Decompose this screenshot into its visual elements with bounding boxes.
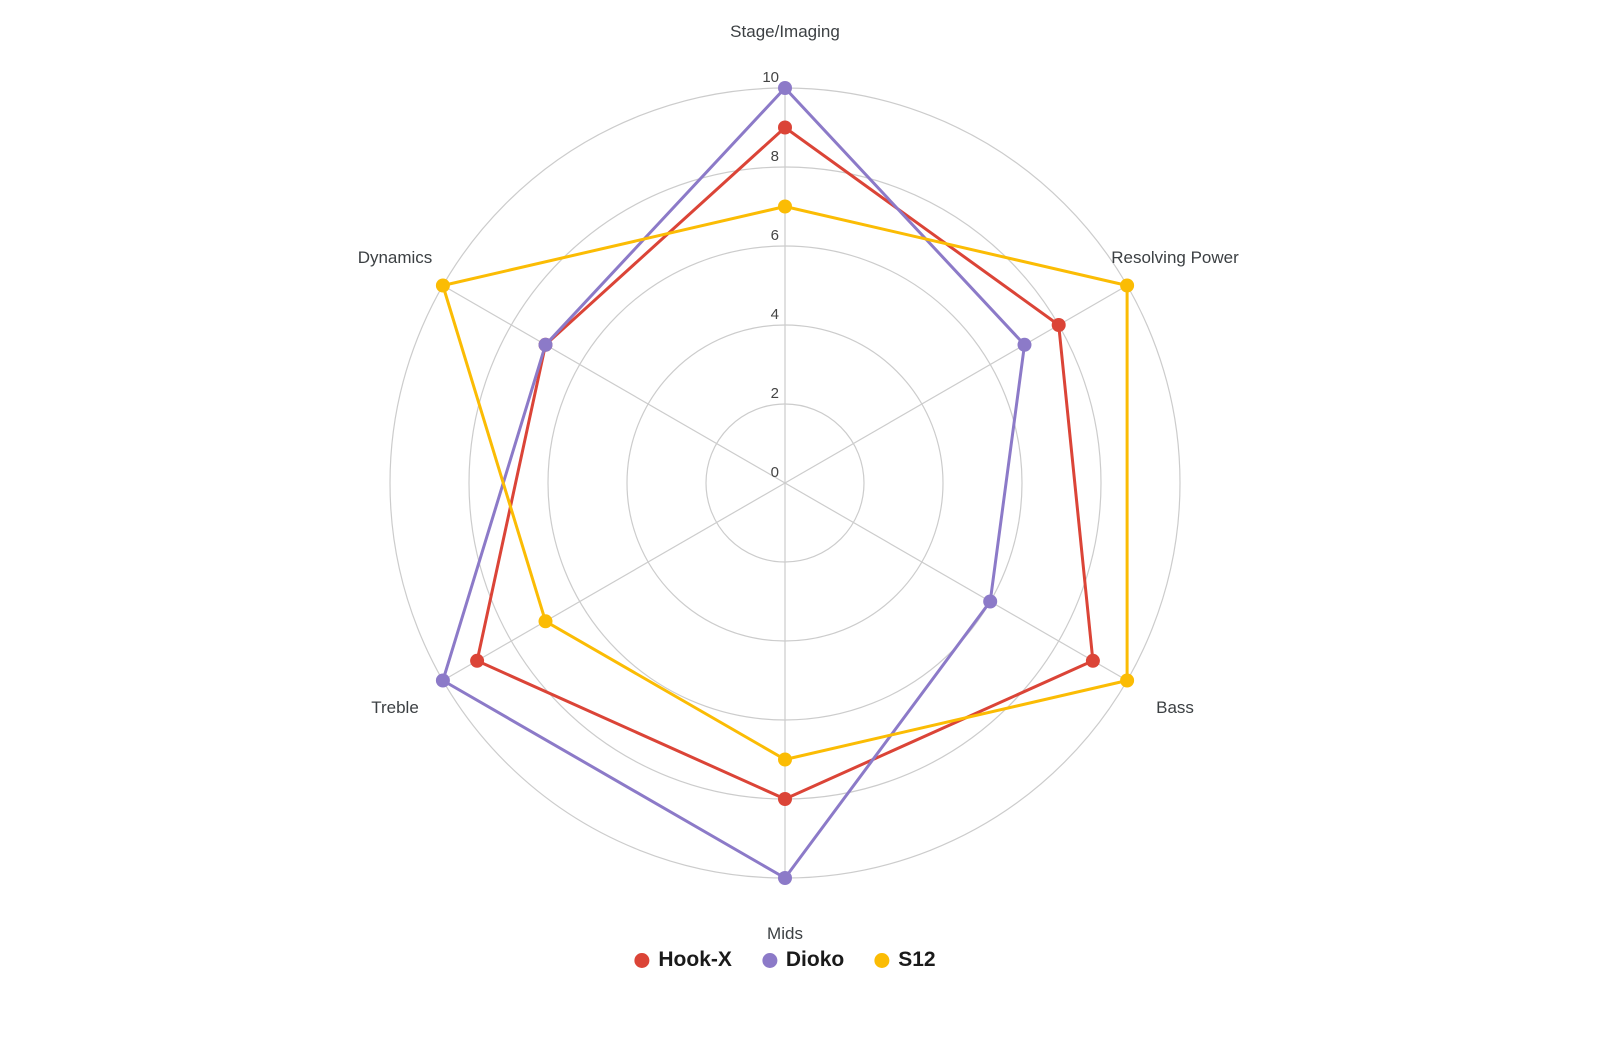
tick-label: 8 bbox=[771, 148, 779, 165]
legend-dot-s12 bbox=[874, 952, 890, 968]
series-point-s12[interactable] bbox=[435, 278, 450, 293]
series-point-dioko[interactable] bbox=[778, 81, 792, 95]
series-point-dioko[interactable] bbox=[983, 594, 998, 609]
axis-label-treble: Treble bbox=[371, 698, 419, 717]
series-point-s12[interactable] bbox=[538, 614, 553, 629]
series-point-dioko[interactable] bbox=[1017, 337, 1032, 352]
axis-label-resolving-power: Resolving Power bbox=[1111, 248, 1239, 267]
axis-spoke-dynamics bbox=[442, 284, 786, 484]
tick-label: 2 bbox=[771, 385, 779, 402]
series-point-s12[interactable] bbox=[778, 199, 792, 214]
axis-label-mids: Mids bbox=[767, 924, 803, 943]
series-point-hook-x[interactable] bbox=[778, 120, 792, 135]
series-point-s12[interactable] bbox=[778, 752, 792, 767]
tick-label: 10 bbox=[762, 69, 779, 86]
tick-label: 0 bbox=[771, 464, 779, 481]
series-point-hook-x[interactable] bbox=[1051, 318, 1066, 332]
legend: Hook-X Dioko S12 bbox=[634, 948, 936, 972]
axis-spoke-treble bbox=[442, 482, 786, 682]
series-point-s12[interactable] bbox=[1120, 278, 1135, 293]
legend-label-s12: S12 bbox=[898, 948, 936, 971]
legend-item-dioko[interactable]: Dioko bbox=[761, 948, 845, 972]
legend-item-hook-x[interactable]: Hook-X bbox=[634, 948, 732, 972]
series-point-hook-x[interactable] bbox=[778, 792, 792, 806]
axis-label-bass: Bass bbox=[1156, 698, 1194, 717]
legend-dot-dioko bbox=[761, 952, 777, 968]
legend-label-hook-x: Hook-X bbox=[658, 948, 732, 971]
series-point-hook-x[interactable] bbox=[470, 653, 485, 668]
series-point-hook-x[interactable] bbox=[1085, 653, 1100, 668]
series-point-dioko[interactable] bbox=[538, 337, 553, 352]
axis-label-dynamics: Dynamics bbox=[357, 248, 433, 267]
axis-spoke-bass bbox=[784, 482, 1128, 682]
series-point-dioko[interactable] bbox=[435, 673, 450, 688]
series-point-dioko[interactable] bbox=[778, 871, 792, 885]
tick-label: 6 bbox=[771, 227, 779, 244]
legend-item-s12[interactable]: S12 bbox=[874, 948, 936, 972]
axis-spoke-resolving-power bbox=[784, 284, 1128, 484]
legend-label-dioko: Dioko bbox=[785, 948, 845, 971]
legend-dot-hook-x bbox=[634, 952, 650, 968]
tick-label: 4 bbox=[771, 306, 779, 323]
axis-label-stage-imaging: Stage/Imaging bbox=[730, 22, 840, 41]
series-point-s12[interactable] bbox=[1120, 673, 1135, 688]
